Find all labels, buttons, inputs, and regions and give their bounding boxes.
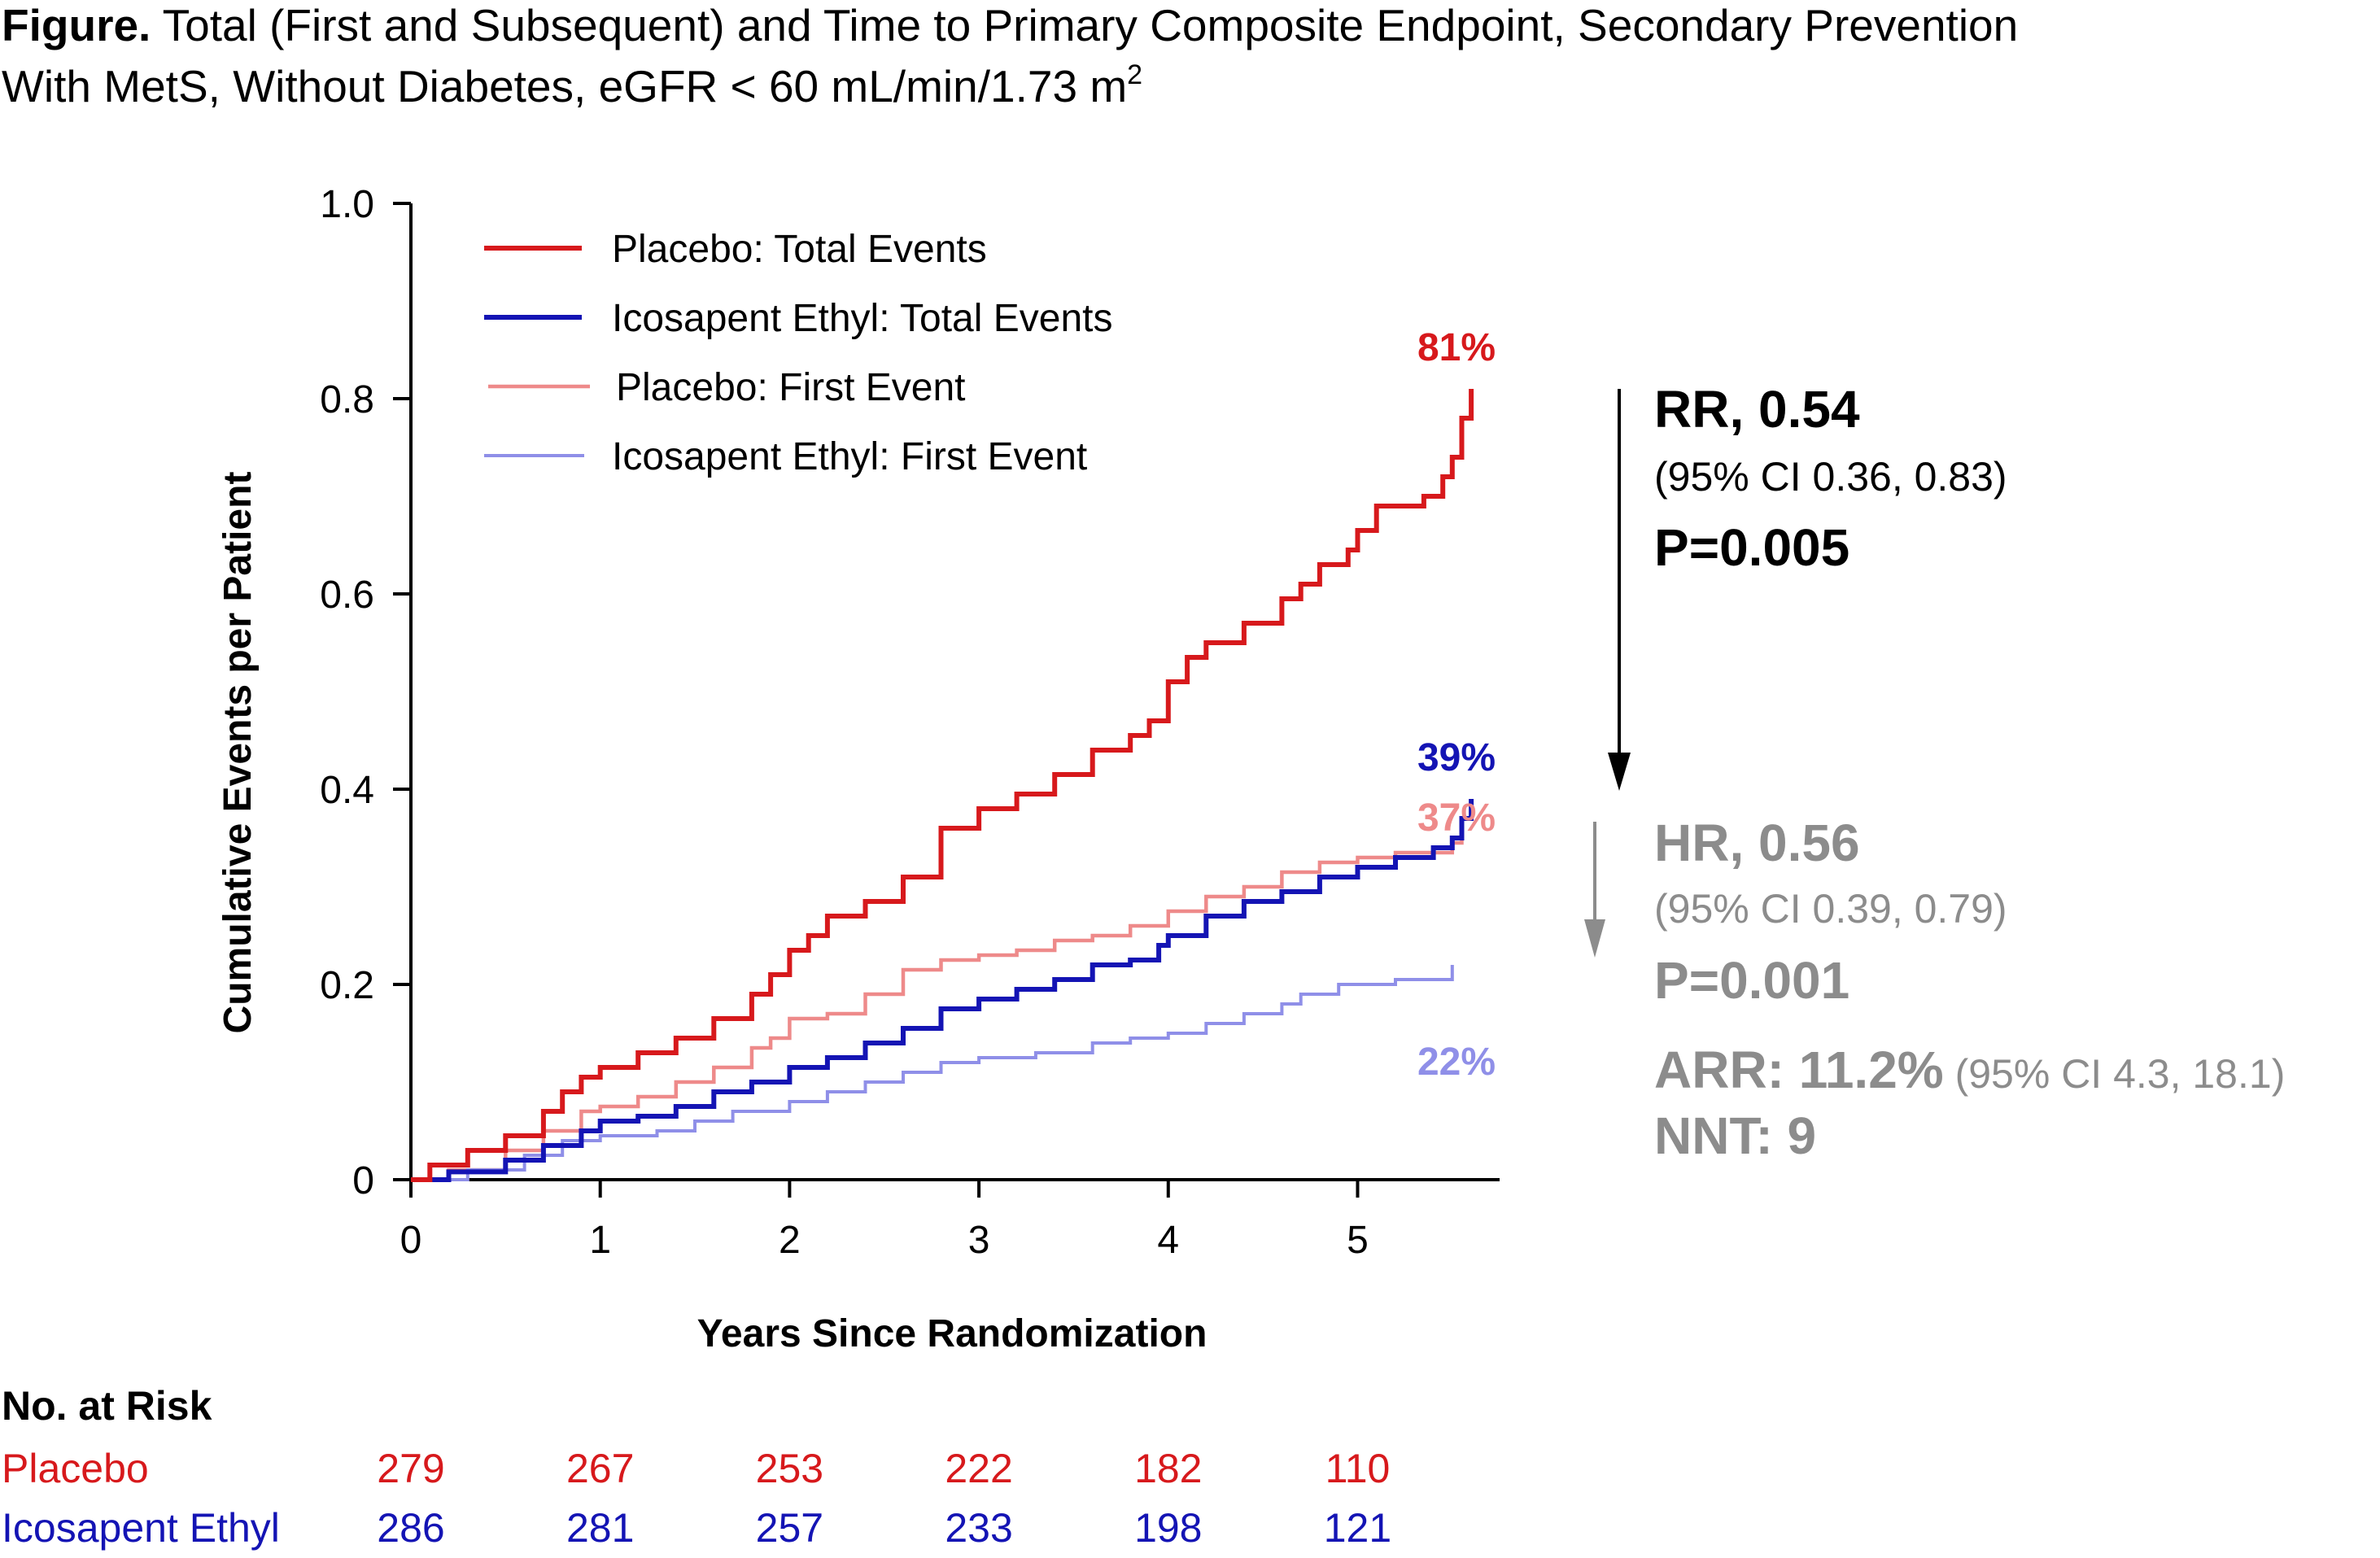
end-label-ie-total: 39% [1417, 736, 1496, 779]
risk-table: No. at Risk Placebo 279 267 253 222 182 110 Ico… [2, 1383, 1391, 1551]
series-line-ie-total [411, 799, 1474, 1182]
legend-label-ie-first: Icosapent Ethyl: First Event [612, 435, 1087, 478]
plot-area: 0 0.2 0.4 0.6 0.8 1.0 0 1 2 3 4 5 81% 39% 37% 22% Plac… [320, 183, 1500, 1262]
axes: 0 0.2 0.4 0.6 0.8 1.0 0 1 2 3 4 5 [320, 183, 1500, 1262]
risk-table-heading: No. at Risk [2, 1383, 212, 1429]
end-labels: 81% 39% 37% 22% [1417, 326, 1496, 1084]
risk-cell: 286 [377, 1505, 444, 1551]
rr-value: RR, 0.54 [1654, 380, 1860, 439]
x-tick-label-3: 3 [968, 1219, 990, 1262]
arr-value: ARR: 11.2% [1654, 1041, 1944, 1099]
series-line-ie-first [411, 965, 1454, 1181]
risk-cell: 233 [945, 1505, 1012, 1551]
y-tick-label-0.4: 0.4 [320, 769, 374, 812]
legend: Placebo: Total Events Icosapent Ethyl: To… [484, 228, 1112, 478]
risk-cell: 182 [1134, 1446, 1202, 1491]
rr-p-value: P=0.005 [1654, 518, 1849, 577]
risk-cell: 222 [945, 1446, 1012, 1491]
rr-ci: (95% CI 0.36, 0.83) [1654, 454, 2007, 500]
caption-superscript: 2 [1127, 59, 1142, 90]
end-label-ie-first: 22% [1417, 1041, 1496, 1084]
series-line-placebo-first [411, 818, 1464, 1182]
figure-caption-line1: Figure. Total (First and Subsequent) and… [2, 0, 2018, 50]
risk-cell: 110 [1325, 1446, 1391, 1491]
caption-text-1: Total (First and Subsequent) and Time to… [151, 0, 2018, 50]
series-line-placebo-total [411, 389, 1474, 1182]
risk-row-label-icosapent-ethyl: Icosapent Ethyl [2, 1505, 280, 1551]
stats-first-event: HR, 0.56 (95% CI 0.39, 0.79) P=0.001 ARR… [1584, 814, 2285, 1165]
hr-ci: (95% CI 0.39, 0.79) [1654, 886, 2007, 932]
risk-cell: 281 [566, 1505, 634, 1551]
hr-p-value: P=0.001 [1654, 951, 1849, 1010]
end-label-placebo-total: 81% [1417, 326, 1496, 369]
risk-cell: 198 [1134, 1505, 1202, 1551]
x-axis-label: Years Since Randomization [697, 1312, 1207, 1355]
hr-value: HR, 0.56 [1654, 814, 1860, 872]
arr-ci: (95% CI 4.3, 18.1) [1944, 1051, 2286, 1097]
x-tick-label-2: 2 [779, 1219, 801, 1262]
x-tick-label-4: 4 [1157, 1219, 1179, 1262]
x-tick-label-0: 0 [400, 1219, 422, 1262]
y-axis-label: Cumulative Events per Patient [216, 472, 260, 1034]
rr-arrow-head [1608, 753, 1631, 791]
y-tick-label-0: 0 [352, 1159, 374, 1202]
risk-cell: 253 [756, 1446, 823, 1491]
caption-text-2: With MetS, Without Diabetes, eGFR < 60 m… [2, 61, 1127, 111]
stats-total-events: RR, 0.54 (95% CI 0.36, 0.83) P=0.005 [1608, 380, 2007, 791]
legend-label-placebo-total: Placebo: Total Events [612, 228, 987, 271]
series-layer [411, 389, 1474, 1182]
nnt-value: NNT: 9 [1654, 1106, 1816, 1165]
risk-row-label-placebo: Placebo [2, 1446, 149, 1491]
legend-label-placebo-first: Placebo: First Event [616, 366, 966, 409]
hr-arrow-head [1584, 919, 1605, 958]
x-tick-label-1: 1 [589, 1219, 611, 1262]
risk-cell: 267 [566, 1446, 634, 1491]
risk-cell: 279 [377, 1446, 444, 1491]
figure-caption-line2: With MetS, Without Diabetes, eGFR < 60 m… [2, 59, 1142, 111]
y-tick-label-0.2: 0.2 [320, 964, 374, 1007]
arr-line: ARR: 11.2% (95% CI 4.3, 18.1) [1654, 1041, 2285, 1099]
y-tick-label-0.6: 0.6 [320, 574, 374, 617]
end-label-placebo-first: 37% [1417, 796, 1496, 840]
risk-cell: 121 [1324, 1505, 1391, 1551]
risk-cell: 257 [756, 1505, 823, 1551]
caption-bold: Figure. [2, 0, 151, 50]
legend-label-ie-total: Icosapent Ethyl: Total Events [612, 297, 1112, 340]
y-tick-label-0.8: 0.8 [320, 378, 374, 421]
y-tick-label-1.0: 1.0 [320, 183, 374, 226]
x-tick-label-5: 5 [1347, 1219, 1369, 1262]
